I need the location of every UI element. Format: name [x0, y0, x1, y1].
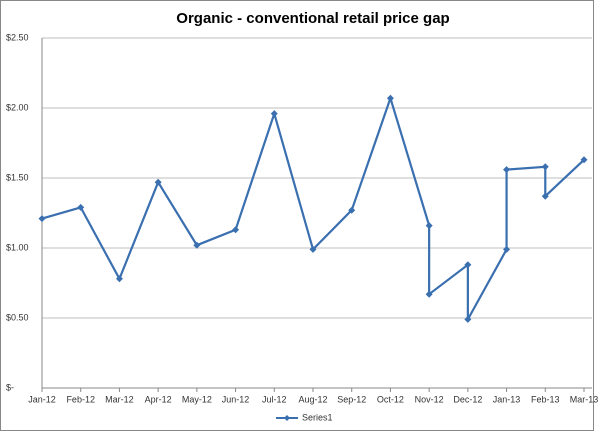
- data-point: [464, 315, 472, 323]
- x-tick-label: Feb-12: [66, 394, 95, 404]
- x-tick-label: Aug-12: [298, 394, 327, 404]
- data-point: [115, 275, 123, 283]
- legend-label: Series1: [302, 412, 333, 422]
- x-tick-label: Nov-12: [415, 394, 444, 404]
- data-point: [154, 178, 162, 186]
- data-point: [464, 261, 472, 269]
- x-tick-label: Mar-13: [570, 394, 599, 404]
- y-tick-label: $2.50: [6, 32, 29, 42]
- data-point: [193, 241, 201, 249]
- y-tick-label: $2.00: [6, 102, 29, 112]
- y-tick-label: $-: [6, 382, 14, 392]
- data-point: [425, 290, 433, 298]
- data-point: [541, 192, 549, 200]
- data-point: [270, 110, 278, 118]
- y-tick-label: $1.50: [6, 172, 29, 182]
- y-tick-label: $0.50: [6, 312, 29, 322]
- data-point: [541, 163, 549, 171]
- data-point: [232, 226, 240, 234]
- x-tick-label: Apr-12: [145, 394, 172, 404]
- data-point: [425, 222, 433, 230]
- data-point: [309, 245, 317, 253]
- x-tick-label: Jan-12: [28, 394, 56, 404]
- legend-marker: [284, 415, 290, 421]
- y-tick-label: $1.00: [6, 242, 29, 252]
- data-point: [503, 166, 511, 174]
- data-point: [38, 215, 46, 223]
- data-point: [503, 245, 511, 253]
- x-tick-label: Feb-13: [531, 394, 560, 404]
- data-point: [348, 206, 356, 214]
- x-tick-label: Mar-12: [105, 394, 134, 404]
- x-tick-label: Jan-13: [493, 394, 521, 404]
- chart-title: Organic - conventional retail price gap: [176, 10, 449, 27]
- x-tick-label: Sep-12: [337, 394, 366, 404]
- data-point: [77, 203, 85, 211]
- data-point: [386, 94, 394, 102]
- x-tick-label: Jul-12: [262, 394, 287, 404]
- x-tick-label: Oct-12: [377, 394, 404, 404]
- x-tick-label: Jun-12: [222, 394, 250, 404]
- x-tick-label: May-12: [182, 394, 212, 404]
- data-point: [580, 156, 588, 164]
- x-tick-label: Dec-12: [453, 394, 482, 404]
